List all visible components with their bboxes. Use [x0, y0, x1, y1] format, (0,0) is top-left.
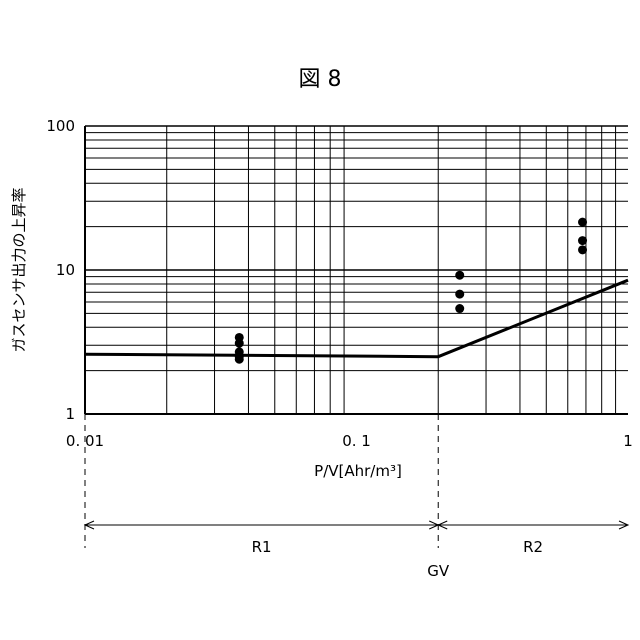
- gv-label: GV: [427, 562, 450, 580]
- y-tick-label: 100: [46, 117, 75, 135]
- data-point: [578, 218, 587, 227]
- y-axis-label: ガスセンサ出力の上昇率: [10, 187, 28, 352]
- data-points: [235, 218, 587, 364]
- data-point: [578, 245, 587, 254]
- data-point: [235, 355, 244, 364]
- figure-title: 図 8: [299, 67, 342, 92]
- x-axis-label: P/V[Ahr/m³]: [314, 462, 402, 480]
- data-point: [455, 271, 464, 280]
- region-r1-label: R1: [252, 538, 272, 556]
- data-point: [578, 236, 587, 245]
- data-point: [455, 304, 464, 313]
- data-point: [455, 290, 464, 299]
- x-tick-label: 1: [623, 432, 633, 450]
- region-r2-label: R2: [523, 538, 543, 556]
- y-tick-label: 10: [56, 261, 75, 279]
- plot-grid: [85, 126, 628, 414]
- x-tick-label: 0. 1: [342, 432, 371, 450]
- data-point: [235, 339, 244, 348]
- y-tick-label: 1: [65, 405, 75, 423]
